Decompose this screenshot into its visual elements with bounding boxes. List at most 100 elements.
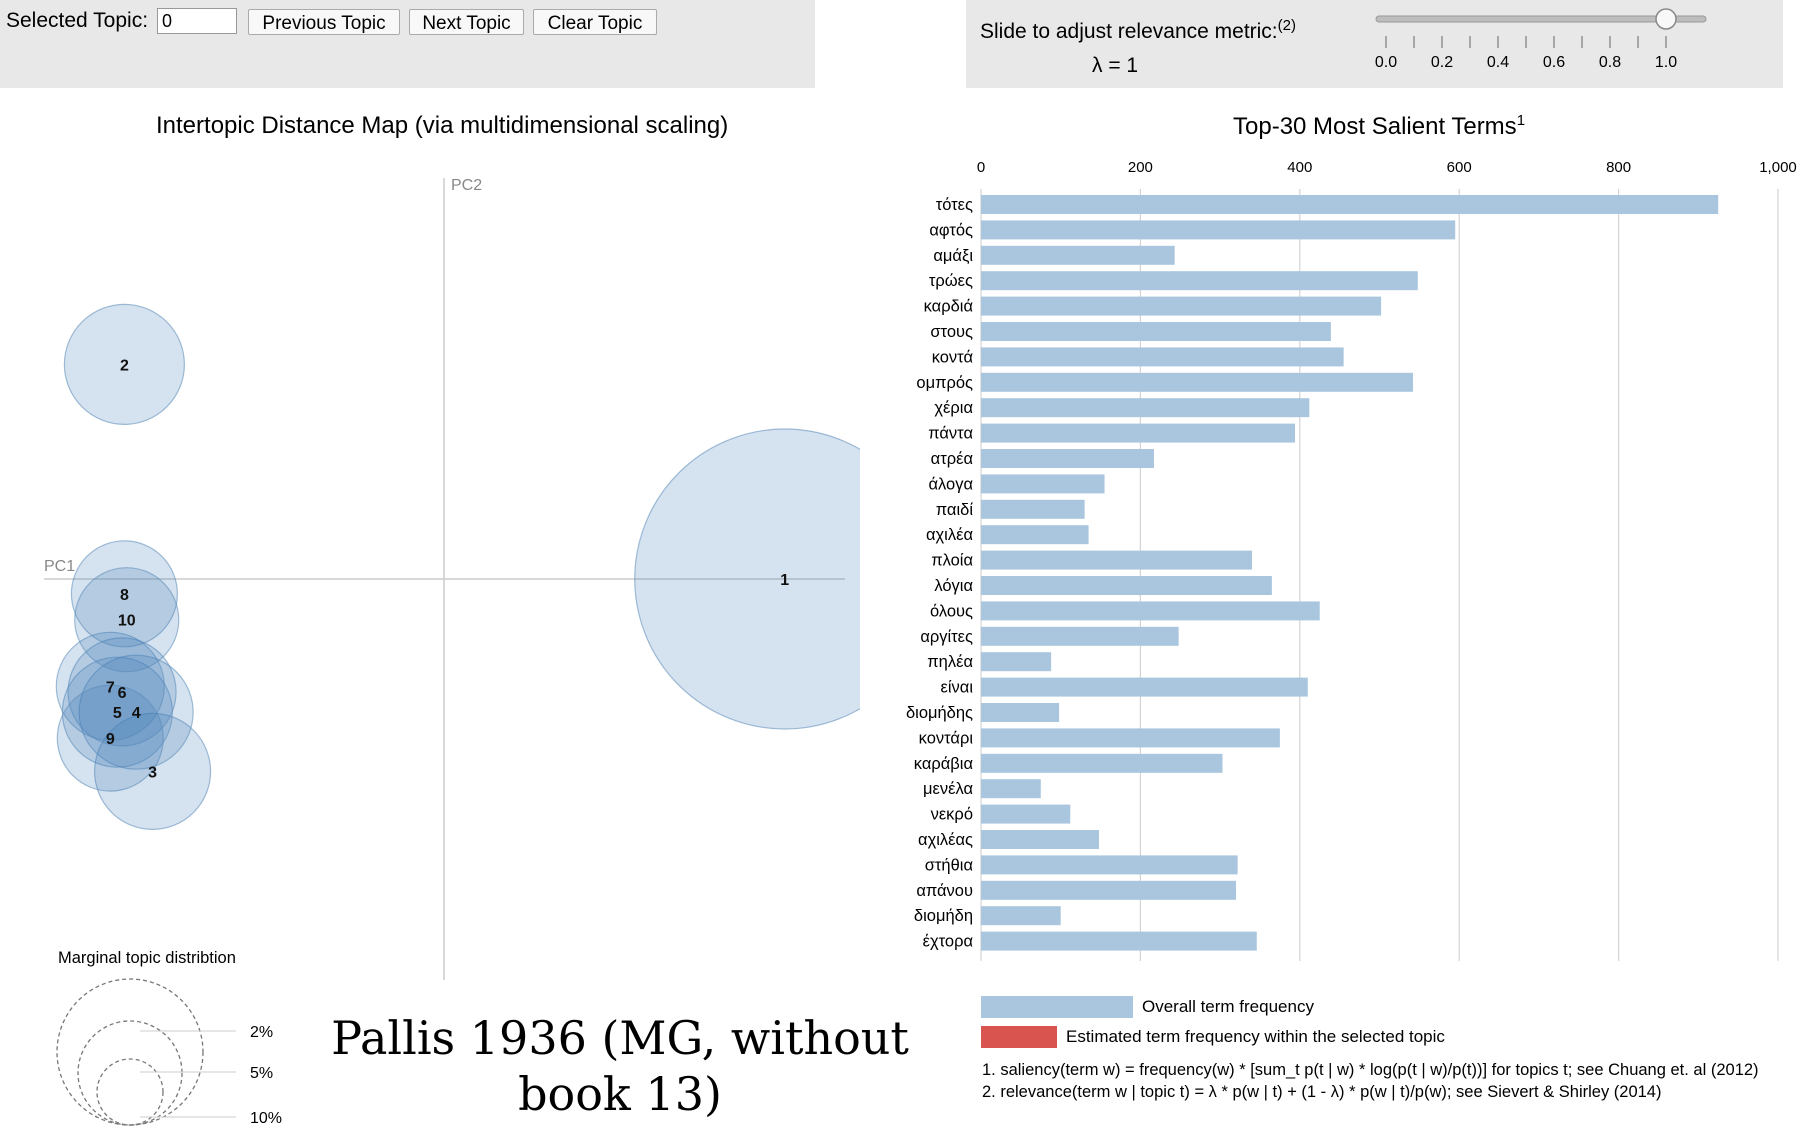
bar-αχιλέα[interactable] (981, 525, 1089, 545)
bar-πηλέα[interactable] (981, 652, 1052, 672)
topic-label-5: 5 (113, 705, 122, 722)
marginal-label: 2% (250, 1024, 273, 1041)
topic-circle-8[interactable] (70, 540, 179, 648)
term-label[interactable]: έχτορα (923, 933, 974, 951)
bar-τρώες[interactable] (981, 271, 1418, 291)
bar-ομπρός[interactable] (981, 372, 1413, 392)
relevance-control-panel: Slide to adjust relevance metric:(2) λ =… (966, 0, 1783, 88)
topic-label-2: 2 (120, 357, 129, 374)
topic-label-3: 3 (148, 764, 157, 781)
topic-circle-6[interactable] (67, 637, 177, 747)
legend-estimated-swatch (981, 1026, 1057, 1048)
slider-note: (2) (1277, 17, 1296, 34)
bar-αργίτες[interactable] (981, 626, 1179, 646)
salient-terms-title: Top-30 Most Salient Terms1 (1233, 112, 1526, 140)
term-label[interactable]: όλους (930, 602, 973, 620)
slider-handle[interactable] (1655, 8, 1677, 30)
topic-label-4: 4 (132, 705, 141, 722)
bar-έχτορα[interactable] (981, 931, 1257, 951)
bar-λόγια[interactable] (981, 576, 1272, 595)
term-label[interactable]: άλογα (928, 475, 973, 493)
term-label[interactable]: τότες (936, 196, 973, 214)
bar-όλους[interactable] (981, 601, 1320, 621)
bar-διομήδη[interactable] (981, 906, 1061, 926)
term-label[interactable]: μενέλα (923, 780, 973, 798)
term-label[interactable]: καράβια (914, 755, 974, 773)
bar-αφτός[interactable] (981, 220, 1456, 240)
bar-καρδιά[interactable] (981, 296, 1382, 316)
clear-topic-button[interactable]: Clear Topic (533, 9, 657, 35)
bar-είναι[interactable] (981, 677, 1308, 697)
term-label[interactable]: ατρέα (931, 450, 974, 468)
term-label[interactable]: είναι (941, 679, 974, 697)
footnote-saliency: 1. saliency(term w) = frequency(w) * [su… (982, 1061, 1759, 1079)
bar-μενέλα[interactable] (981, 779, 1041, 799)
bar-άλογα[interactable] (981, 474, 1105, 494)
term-label[interactable]: διομήδης (906, 704, 973, 722)
slider-tick-label: 0.8 (1599, 54, 1621, 71)
x-tick-label: 0 (977, 159, 985, 176)
marginal-circle (77, 1020, 183, 1126)
slider-tick-label: 1.0 (1655, 54, 1677, 71)
lambda-readout: λ = 1 (1092, 54, 1139, 77)
term-label[interactable]: πλοία (931, 552, 973, 570)
bar-χέρια[interactable] (981, 398, 1310, 418)
term-label[interactable]: τρώες (929, 272, 973, 290)
x-tick-label: 600 (1447, 159, 1472, 176)
term-label[interactable]: απάνου (916, 882, 973, 900)
x-tick-label: 400 (1287, 159, 1312, 176)
term-label[interactable]: πάντα (928, 425, 973, 443)
bar-κοντάρι[interactable] (981, 728, 1280, 748)
bar-αμάξι[interactable] (981, 245, 1175, 265)
topic-label-7: 7 (106, 679, 115, 696)
legend-estimated-label: Estimated term frequency within the sele… (1066, 1027, 1445, 1046)
topic-circle-3[interactable] (94, 712, 212, 831)
bar-καράβια[interactable] (981, 753, 1223, 773)
bar-στήθια[interactable] (981, 855, 1238, 875)
bar-κοντά[interactable] (981, 347, 1344, 367)
topic-circle-1[interactable] (634, 428, 860, 730)
relevance-slider[interactable]: 0.0 0.2 0.4 0.6 0.8 1.0 (966, 0, 1783, 88)
bar-διομήδης[interactable] (981, 703, 1060, 722)
marginal-label: 5% (250, 1065, 273, 1082)
bar-απάνου[interactable] (981, 880, 1237, 900)
topic-circle-10[interactable] (74, 567, 180, 673)
term-label[interactable]: αχιλέας (918, 831, 973, 849)
topic-circle-9[interactable] (56, 684, 164, 792)
term-label[interactable]: διομήδη (914, 907, 973, 925)
legend-overall-swatch (981, 996, 1133, 1018)
term-label[interactable]: κοντάρι (919, 729, 974, 747)
topic-circle-2[interactable] (63, 303, 186, 425)
term-label[interactable]: χέρια (934, 399, 973, 417)
term-label[interactable]: πηλέα (927, 653, 973, 671)
bar-παιδί[interactable] (981, 499, 1085, 519)
term-label[interactable]: καρδιά (924, 298, 974, 316)
bar-στους[interactable] (981, 322, 1331, 341)
bar-νεκρό[interactable] (981, 804, 1071, 824)
term-label[interactable]: ομπρός (916, 374, 973, 392)
term-label[interactable]: αχιλέα (926, 526, 973, 544)
bar-αχιλέας[interactable] (981, 830, 1099, 849)
next-topic-button[interactable]: Next Topic (409, 9, 524, 35)
previous-topic-button[interactable]: Previous Topic (248, 9, 400, 35)
bar-ατρέα[interactable] (981, 449, 1154, 468)
slider-tick-label: 0.2 (1431, 54, 1453, 71)
term-label[interactable]: στους (930, 323, 973, 341)
bar-τότες[interactable] (981, 195, 1719, 214)
topic-label-6: 6 (118, 685, 127, 702)
term-label[interactable]: αργίτες (920, 628, 973, 646)
term-label[interactable]: κοντά (932, 348, 974, 366)
term-label[interactable]: αμάξι (933, 247, 973, 265)
term-label[interactable]: στήθια (925, 856, 974, 874)
bar-πλοία[interactable] (981, 550, 1252, 570)
term-label[interactable]: αφτός (929, 221, 973, 239)
selected-topic-input[interactable] (157, 8, 237, 34)
bar-πάντα[interactable] (981, 423, 1296, 443)
topic-circle-7[interactable] (55, 631, 165, 741)
term-label[interactable]: νεκρό (931, 806, 973, 824)
pc2-label: PC2 (451, 177, 482, 194)
term-label[interactable]: λόγια (934, 577, 973, 595)
footnote-relevance: 2. relevance(term w | topic t) = λ * p(w… (982, 1083, 1662, 1101)
term-label[interactable]: παιδί (936, 501, 974, 519)
